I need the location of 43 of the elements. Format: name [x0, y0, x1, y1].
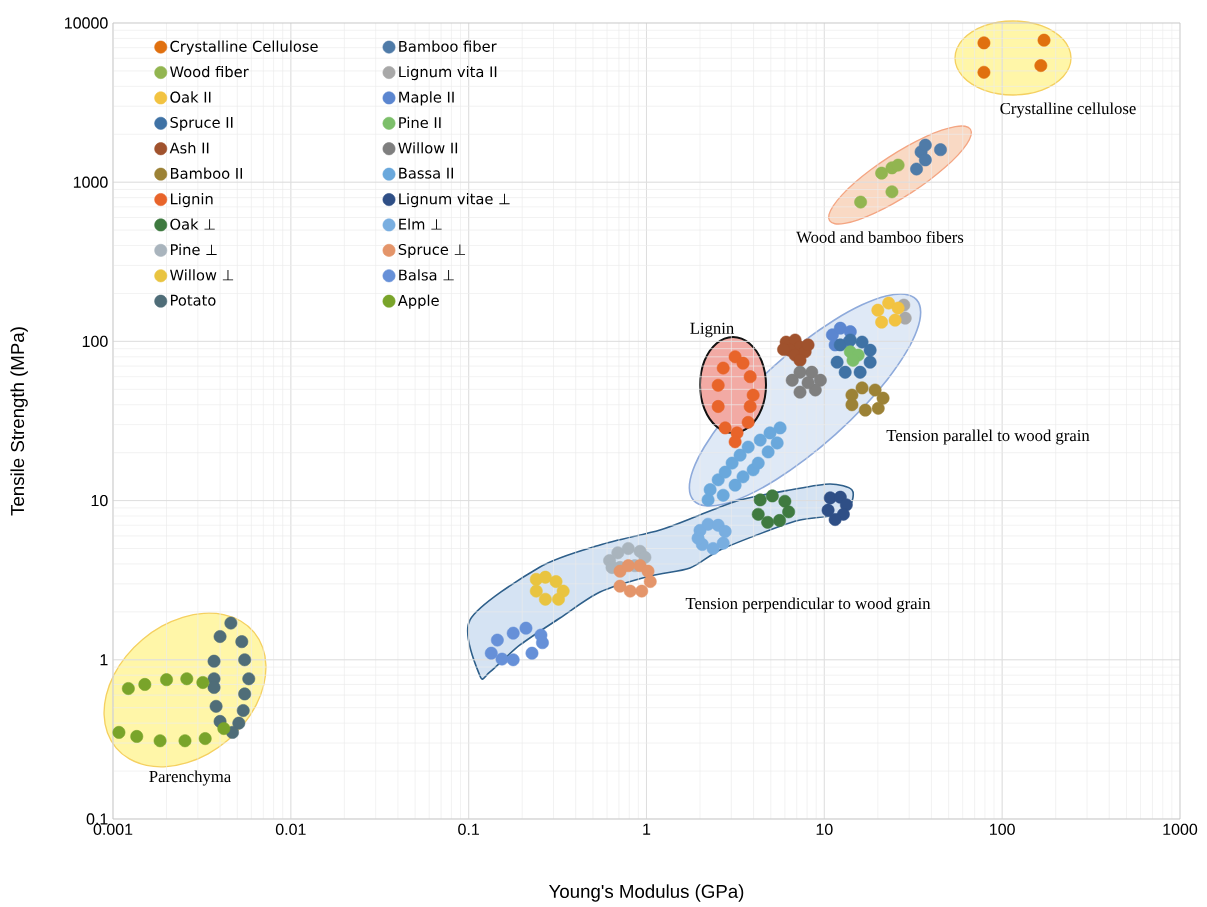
y-tick-label: 1000	[73, 176, 108, 188]
x-tick-label: 0.001	[93, 823, 133, 836]
legend-label: Lignum vita II	[399, 65, 497, 81]
x-tick-label: 100	[990, 823, 1015, 836]
annotation: Wood and bamboo fibers	[796, 231, 964, 243]
x-tick-label: 1	[643, 823, 651, 835]
annotation: Parenchyma	[149, 770, 231, 786]
annotation: Lignin	[690, 322, 734, 338]
x-axis-title: Young's Modulus (GPa)	[548, 884, 744, 902]
legend-label: Elm ⊥	[399, 218, 442, 230]
legend-label: Balsa ⊥	[399, 269, 454, 281]
legend-label: Crystalline Cellulose	[170, 40, 318, 55]
y-axis-title: Tensile Strength (MPa)	[10, 327, 28, 516]
y-tick-label: 0.1	[86, 813, 108, 825]
legend-label: Lignin	[170, 192, 213, 208]
annotation: Crystalline cellulose	[1000, 102, 1136, 118]
legend-label: Willow ⊥	[170, 269, 234, 281]
x-tick-label: 0.1	[458, 823, 479, 836]
annotation: Tension perpendicular to wood grain	[685, 597, 931, 613]
legend-label: Pine ⊥	[170, 243, 217, 256]
y-tick-label: 10000	[65, 17, 108, 29]
legend-label: Bamboo II	[170, 167, 243, 179]
legend-label: Wood fiber	[170, 65, 249, 78]
legend-label: Pine II	[399, 116, 441, 129]
legend-label: Potato	[170, 294, 216, 306]
legend-label: Oak II	[170, 91, 211, 103]
y-tick-label: 100	[82, 335, 108, 348]
legend-label: Oak ⊥	[170, 218, 215, 230]
x-tick-label: 1000	[1163, 823, 1198, 836]
annotation: Tension parallel to wood grain	[886, 429, 1090, 445]
y-tick-label: 10	[91, 494, 108, 507]
legend-label: Ash II	[169, 142, 209, 154]
x-tick-label: 0.01	[275, 823, 306, 836]
legend-label: Apple	[397, 294, 439, 309]
legend-label: Lignum vitae ⊥	[399, 192, 510, 208]
legend-label: Spruce II	[170, 116, 233, 131]
legend-label: Willow II	[398, 142, 458, 154]
legend-label: Spruce ⊥	[398, 243, 466, 258]
legend-label: Maple II	[399, 91, 454, 106]
legend-label: Bamboo fiber	[399, 40, 497, 52]
legend-label: Bassa II	[399, 167, 453, 179]
x-tick-label: 10	[816, 823, 833, 836]
y-tick-label: 1	[100, 654, 108, 666]
